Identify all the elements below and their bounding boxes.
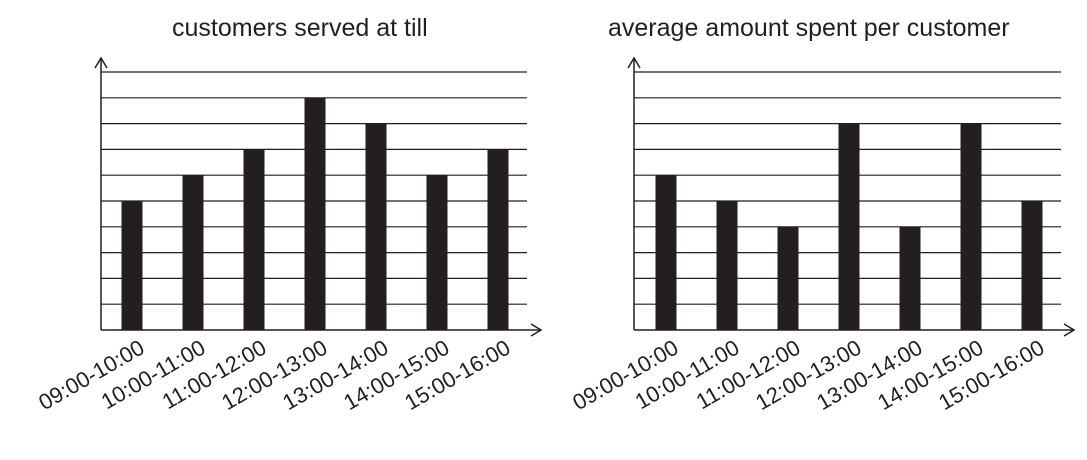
bar xyxy=(960,123,982,330)
bar xyxy=(1021,201,1043,330)
bar xyxy=(121,201,143,330)
bar xyxy=(182,175,204,330)
chart-title: average amount spent per customer xyxy=(608,14,1010,42)
x-axis-arrow xyxy=(530,323,543,337)
bar xyxy=(838,123,860,330)
bar xyxy=(365,123,387,330)
bar xyxy=(899,226,921,330)
bar-chart-svg: 09:00-10:0010:00-11:0011:00-12:0012:00-1… xyxy=(34,56,543,415)
bar xyxy=(243,149,265,330)
chart-customers-served: customers served at till 09:00-10:00 10:0… xyxy=(34,14,543,415)
y-axis-arrow xyxy=(94,56,108,69)
bar xyxy=(304,97,326,330)
chart-title: customers served at till xyxy=(172,14,428,42)
x-axis-arrow xyxy=(1063,323,1076,337)
bar-chart-svg: 09:00-10:0010:00-11:0011:00-12:0012:00-1… xyxy=(568,56,1076,415)
bar xyxy=(716,201,738,330)
bar xyxy=(777,226,799,330)
bar xyxy=(655,175,677,330)
bar xyxy=(426,175,448,330)
y-axis-arrow xyxy=(627,56,641,69)
chart-average-spend: average amount spent per customer 09:00-… xyxy=(545,0,1087,460)
bar xyxy=(487,149,509,330)
